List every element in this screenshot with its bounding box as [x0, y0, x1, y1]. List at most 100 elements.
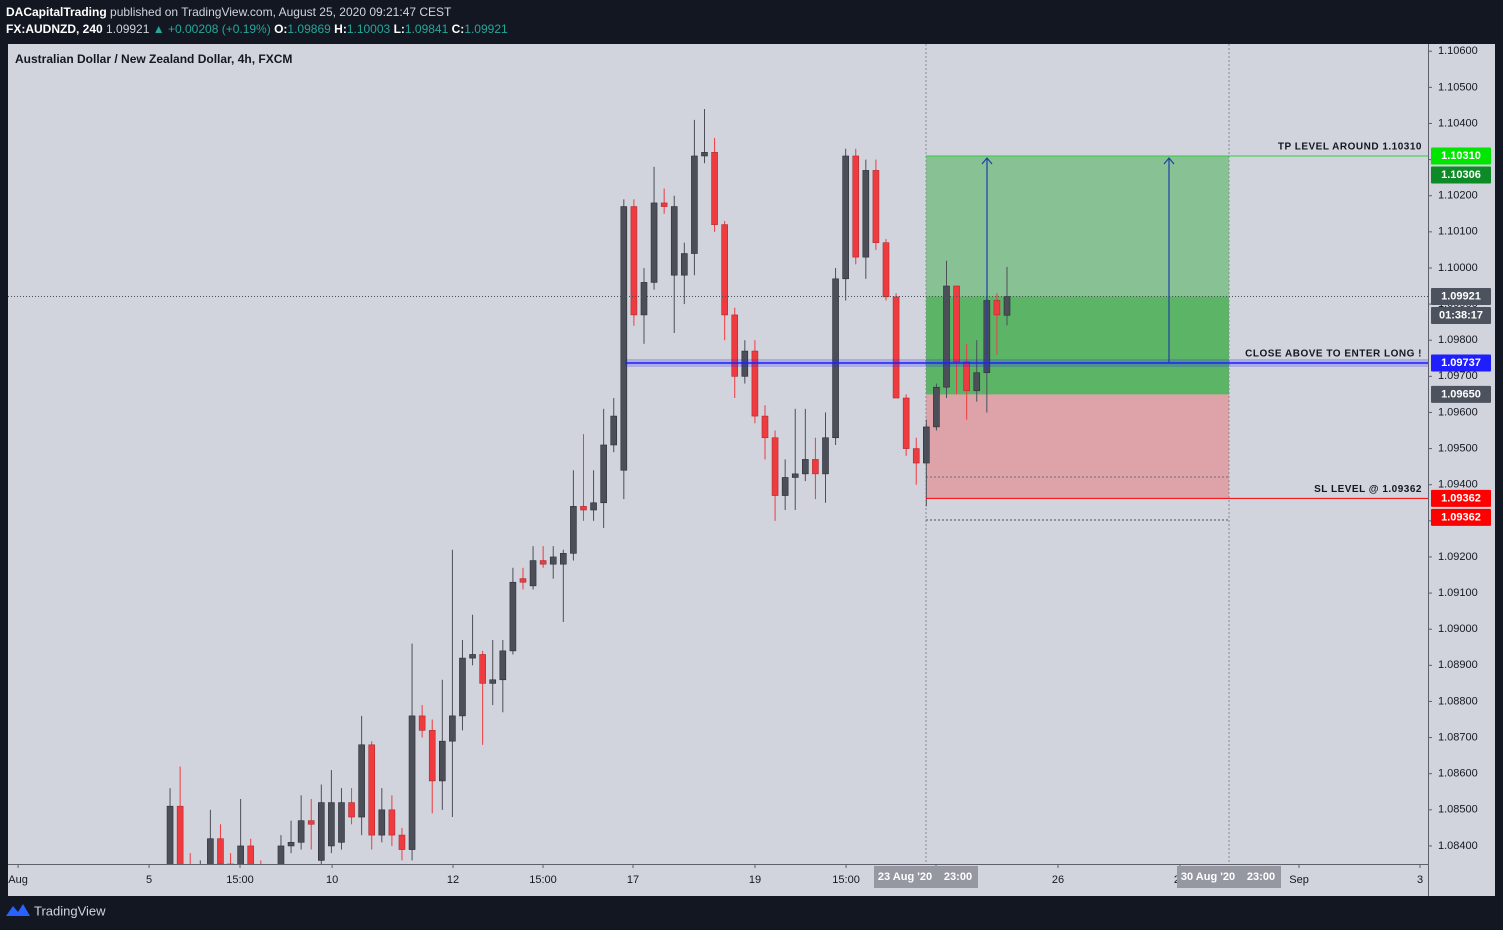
y-tick-label: 1.08500 [1438, 804, 1478, 816]
x-tick-label: 15:00 [529, 874, 557, 886]
candle-body [570, 506, 577, 554]
x-tick-label: 3 [1417, 874, 1423, 886]
price-badge [1431, 508, 1491, 526]
header-line: DACapitalTrading published on TradingVie… [6, 5, 452, 19]
candle-body [509, 581, 517, 652]
x-tick-label: 5 [146, 874, 152, 886]
candle-body [479, 654, 486, 684]
candle-body [771, 437, 779, 496]
candle-body [963, 361, 970, 392]
level-label: TP LEVEL AROUND 1.10310 [1278, 142, 1422, 153]
price-badge-label: 1.10306 [1441, 169, 1481, 181]
price-badge-label: 1.10310 [1441, 150, 1481, 162]
position-layer [926, 155, 1229, 499]
candle-body [1003, 296, 1011, 316]
y-tick-label: 1.09800 [1438, 334, 1478, 346]
candle-body [701, 152, 708, 157]
candle-body [711, 152, 718, 225]
y-tick-label: 1.08700 [1438, 731, 1478, 743]
candle-body [439, 740, 446, 782]
candle-body [842, 155, 849, 280]
candles [166, 109, 1011, 864]
candle-body [358, 744, 365, 818]
price-badges: 1.103101.103061.0992101:38:171.097371.09… [1431, 147, 1491, 526]
candle-body [640, 282, 648, 316]
candle-body [620, 206, 628, 471]
candle-body [933, 386, 940, 428]
candle-body [166, 805, 174, 864]
legend-label: C: [452, 22, 465, 36]
legend-value: 1.09841 [405, 22, 449, 36]
x-tick-label: 10 [326, 874, 338, 886]
y-tick-label: 1.10200 [1438, 190, 1478, 202]
legend-label: L: [394, 22, 405, 36]
candle-body [368, 744, 376, 836]
candle-body [499, 650, 507, 681]
candle-body [993, 300, 1001, 316]
legend-value: 1.09921 [464, 22, 508, 36]
time-marker-date: 23 Aug '20 [878, 871, 932, 883]
candle-body [348, 802, 355, 818]
logo [6, 904, 30, 916]
price-badge-label: 1.09362 [1441, 492, 1481, 504]
price-axis [1428, 44, 1495, 896]
candle-body [237, 845, 244, 864]
price-badge-label: 1.09650 [1441, 388, 1481, 400]
y-tick-label: 1.08900 [1438, 659, 1478, 671]
candle-body [751, 350, 759, 417]
legend: FX:AUDNZD, 240 1.09921 ▲ +0.00208 (+0.19… [6, 22, 508, 36]
y-tick-label: 1.10100 [1438, 226, 1478, 238]
candle-body [822, 437, 829, 475]
y-tick-label: 1.10400 [1438, 117, 1478, 129]
price-badge [1431, 354, 1491, 372]
arrow-head [981, 157, 993, 165]
candle-body [408, 715, 416, 850]
candle-body [852, 155, 860, 258]
y-tick-label: 1.08600 [1438, 768, 1478, 780]
candle-body [207, 838, 214, 864]
candle-body [449, 715, 456, 742]
y-tick-label: 1.09700 [1438, 370, 1478, 382]
footer: TradingView [6, 903, 106, 918]
published: published on TradingView.com, August 25,… [110, 5, 452, 19]
candle-body [590, 502, 597, 511]
x-tick-label: 26 [1052, 874, 1064, 886]
levels: TP LEVEL AROUND 1.10310 CLOSE ABOVE TO EN… [8, 142, 1428, 499]
candle-body [721, 224, 728, 316]
candle-body [328, 802, 335, 847]
price-badge [1431, 489, 1491, 507]
candle-body [872, 170, 880, 243]
candle-body [731, 314, 739, 377]
candle-body [176, 805, 184, 864]
last-price: 1.09921 [106, 22, 150, 36]
change: ▲ +0.00208 (+0.19%) [153, 22, 271, 36]
candle-body [973, 372, 981, 392]
candle-body [560, 553, 567, 565]
y-tick-label: 1.09600 [1438, 406, 1478, 418]
candle-body [630, 206, 638, 316]
legend-value: 1.10003 [347, 22, 391, 36]
y-tick-label: 1.08800 [1438, 695, 1478, 707]
candle-body [378, 809, 386, 836]
time-marker [874, 866, 978, 888]
candle-body [862, 170, 870, 258]
y-tick-label: 1.08400 [1438, 840, 1478, 852]
y-tick-label: 1.10500 [1438, 81, 1478, 93]
x-tick-label: 15:00 [226, 874, 254, 886]
price-badge [1431, 307, 1491, 325]
y-tick-label: 1.10000 [1438, 262, 1478, 274]
y-tick-label: 1.09400 [1438, 479, 1478, 491]
time-marker-time: 23:00 [944, 871, 972, 883]
arrow-head [1163, 157, 1175, 165]
x-tick-label: 12 [447, 874, 459, 886]
y-tick-label: 1.09200 [1438, 551, 1478, 563]
candle-body [882, 242, 890, 298]
candle-body [247, 845, 255, 864]
candle-body [519, 578, 527, 583]
price-badge [1431, 166, 1491, 184]
candle-body [923, 426, 930, 464]
price-badge [1431, 288, 1491, 306]
price-badge [1431, 385, 1491, 403]
